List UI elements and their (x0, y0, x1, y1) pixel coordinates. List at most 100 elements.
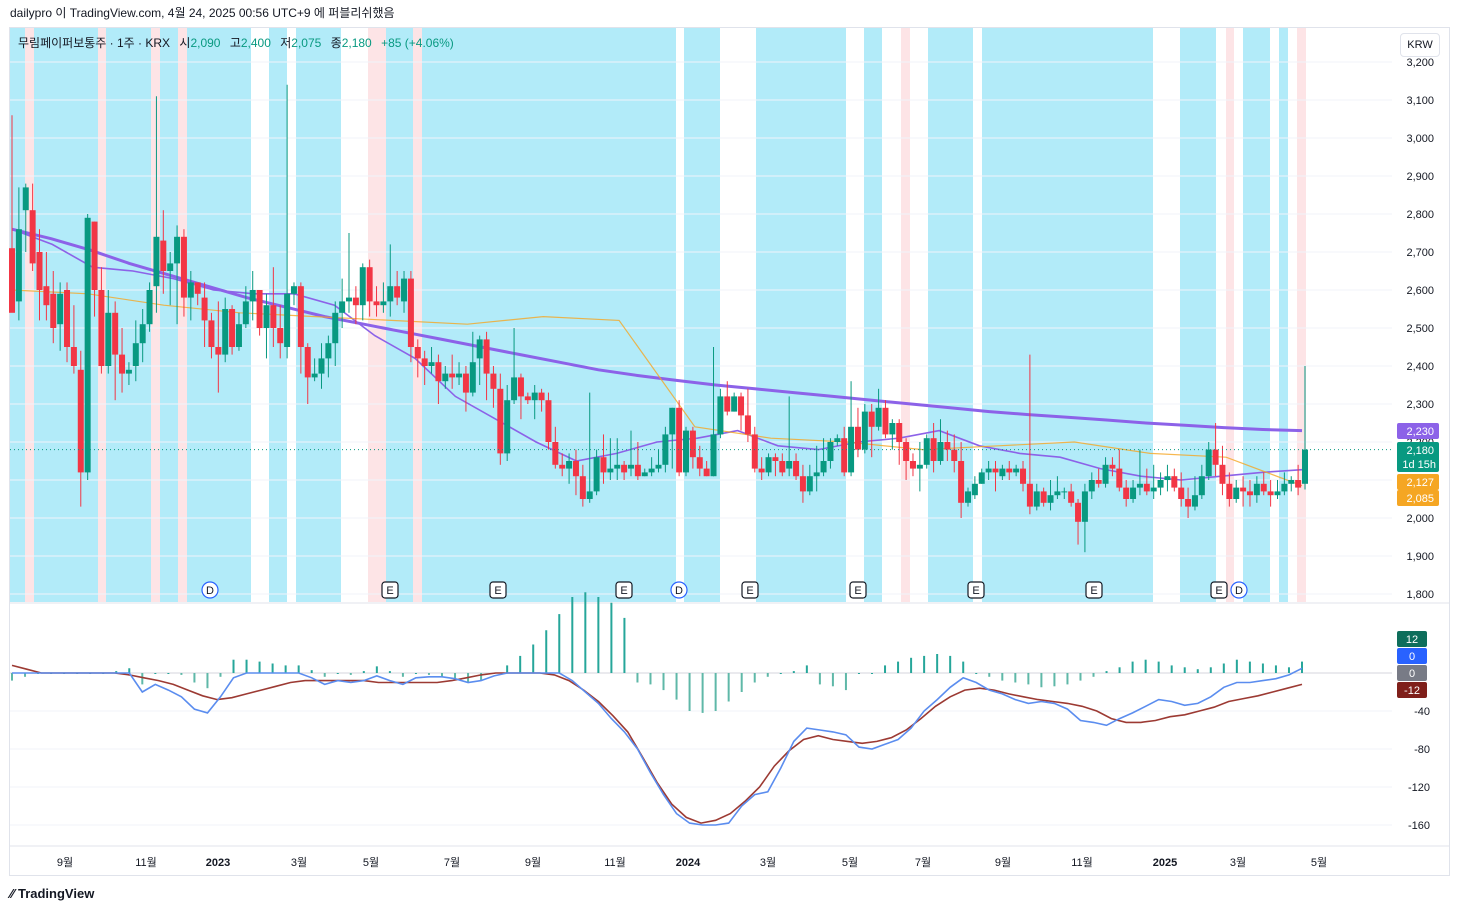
candle-body (277, 328, 284, 344)
macd-value-tag-label: 0 (1409, 651, 1415, 663)
candle (689, 426, 696, 469)
candle (772, 453, 779, 477)
candle (29, 183, 36, 271)
candle-body (297, 286, 304, 347)
candle (64, 282, 71, 363)
candle-body (958, 461, 965, 503)
macd-histogram-bar (401, 673, 404, 677)
candle (634, 442, 641, 480)
candle-body (311, 373, 318, 378)
candle (971, 476, 978, 499)
candle (930, 423, 937, 473)
candle (132, 320, 139, 382)
macd-histogram-bar (506, 665, 509, 673)
candle (407, 271, 414, 363)
close-value: 2,180 (341, 36, 372, 50)
candle (70, 305, 77, 374)
candle-body (497, 388, 504, 454)
candle-body (1013, 468, 1020, 473)
highlight-band (10, 28, 25, 602)
candle-body (951, 449, 958, 461)
candle (346, 233, 353, 313)
dividend-marker: D (201, 581, 219, 599)
candle (607, 438, 614, 480)
candle (731, 392, 738, 412)
candle (22, 183, 29, 252)
candle (1164, 464, 1171, 492)
candle (1150, 464, 1157, 499)
candle (621, 461, 628, 480)
candle (559, 453, 566, 477)
candle-body (36, 252, 43, 290)
price-tag: 2,127 (1397, 474, 1439, 490)
candle-body (256, 290, 263, 328)
macd-histogram-bar (597, 597, 600, 673)
price-tick-label: 1,800 (1406, 589, 1434, 601)
time-tick-label: 3월 (1230, 856, 1246, 869)
time-tick-label: 2025 (1153, 857, 1177, 869)
candle-body (1274, 491, 1281, 496)
candle-body (469, 362, 476, 393)
candle-body (352, 297, 359, 306)
candle-body (524, 396, 531, 401)
candle-body (119, 354, 126, 374)
macd-histogram-bar (1131, 661, 1134, 673)
candle (834, 434, 841, 446)
macd-histogram-bar (1261, 663, 1264, 673)
candle (531, 385, 538, 420)
macd-histogram-bar (414, 673, 417, 674)
candle-body (1281, 483, 1288, 492)
candle-body (153, 236, 160, 287)
candle (806, 464, 813, 496)
time-tick-label: 3월 (760, 856, 776, 869)
macd-histogram-bar (141, 673, 144, 685)
macd-histogram-bar (284, 665, 287, 673)
candle (524, 392, 531, 404)
price-tick-label: 2,600 (1406, 285, 1434, 297)
candle (744, 388, 751, 442)
candle-body (373, 301, 380, 306)
candle-body (545, 400, 552, 442)
candle-body (1109, 464, 1116, 469)
macd-histogram-bar (480, 673, 483, 681)
candle-body (9, 248, 15, 313)
candle-body (985, 468, 992, 473)
time-tick-label: 11월 (604, 856, 626, 869)
earnings-marker: E (849, 581, 867, 599)
candle-body (731, 396, 738, 412)
candle (1123, 480, 1130, 507)
candle-body (600, 457, 607, 473)
candle (683, 426, 690, 477)
earnings-marker: E (1210, 581, 1228, 599)
candle-body (909, 461, 916, 469)
candle-body (242, 301, 249, 325)
symbol-label: 무림페이퍼보통주 · 1주 · KRX (18, 36, 171, 50)
marker-shape (1085, 581, 1103, 599)
price-tick-label: 3,100 (1406, 95, 1434, 107)
candle-body (1054, 491, 1061, 496)
candle (854, 407, 861, 458)
candle-body (1171, 476, 1178, 488)
candle (593, 449, 600, 496)
candle (352, 286, 359, 325)
candle-body (57, 293, 64, 325)
price-tag-bg (1397, 423, 1439, 439)
price-tick-label: 3,000 (1406, 133, 1434, 145)
candle (1246, 480, 1253, 507)
candle-body (112, 312, 119, 355)
price-tag-label: 2,127 (1406, 477, 1434, 489)
candle (1006, 461, 1013, 480)
candle-body (146, 290, 153, 325)
macd-histogram-bar (675, 673, 678, 700)
macd-histogram-bar (1183, 667, 1186, 673)
candle (786, 396, 793, 477)
candle (160, 210, 167, 294)
candle-body (414, 347, 421, 359)
candle (896, 419, 903, 465)
candle-body (1081, 491, 1088, 522)
candle-body (1212, 449, 1219, 465)
macd-histogram-bar (818, 673, 821, 685)
currency-button[interactable]: KRW (1400, 33, 1440, 57)
signal-line (11, 664, 1303, 824)
